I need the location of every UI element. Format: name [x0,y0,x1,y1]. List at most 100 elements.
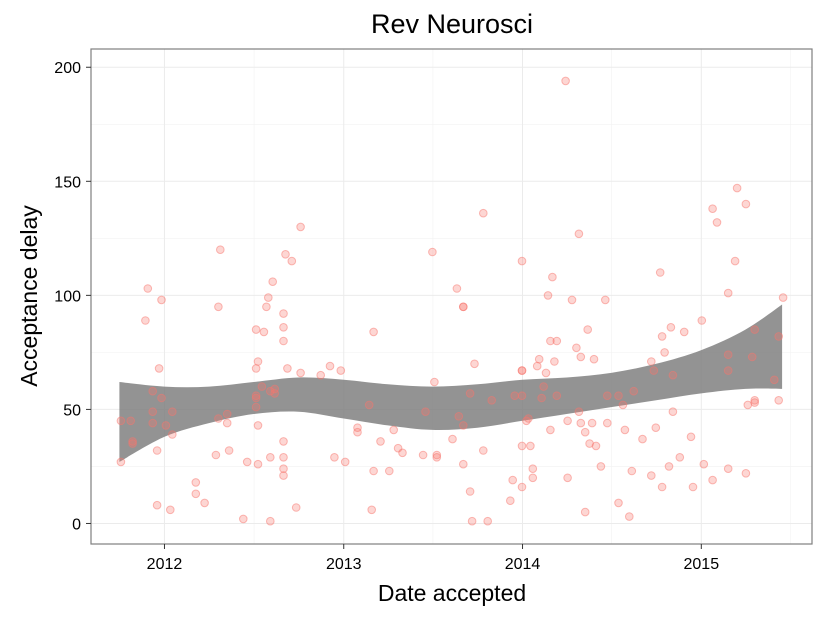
data-point [353,427,362,437]
data-point [459,459,468,469]
data-point [712,218,722,227]
data-point [614,391,623,401]
data-point [157,295,166,305]
data-point [747,352,757,362]
smooth-confidence-ribbon [119,304,783,462]
data-point [664,462,674,471]
data-point [239,514,248,524]
data-point [336,366,346,375]
data-point [561,76,570,86]
data-point [253,459,263,469]
data-point [583,325,593,334]
data-point [576,352,586,362]
data-point [224,446,234,455]
data-point [517,441,527,451]
data-point [266,386,275,396]
data-point [668,370,678,380]
data-point [517,366,527,375]
data-point [264,293,273,302]
data-point [548,272,557,282]
data-point [534,354,544,364]
data-point [257,382,267,391]
data-point [454,412,464,421]
x-tick-label: 2012 [147,556,183,573]
data-point [723,288,733,298]
data-point [574,229,584,239]
data-point [647,471,656,480]
data-point [563,473,572,483]
data-point [741,199,751,209]
data-point [448,434,457,444]
data-point [385,466,394,476]
data-point [216,245,225,254]
data-point [251,393,261,403]
data-point [262,302,271,312]
data-point [723,350,733,360]
data-point [154,364,164,373]
data-point [750,396,760,405]
data-point [576,418,586,428]
data-point [432,453,442,462]
data-point [541,368,551,378]
x-tick-label: 2015 [684,556,720,573]
plot-border [90,48,813,545]
y-tick-label: 150 [54,174,81,191]
data-point [479,446,488,455]
x-axis-title: Date accepted [378,580,526,606]
data-point [638,434,647,444]
data-point [580,507,590,517]
data-point [253,421,263,430]
data-point [723,464,733,474]
data-point [668,407,678,417]
data-point [675,453,685,462]
data-point [270,384,280,394]
data-point [251,364,261,373]
data-point [161,421,171,430]
data-point [508,475,518,485]
data-point [589,354,599,364]
data-point [537,393,546,403]
data-point [483,516,493,526]
data-point [279,309,288,318]
data-point [465,487,475,496]
grid-minor-lines [91,49,812,544]
data-point [708,475,717,485]
y-tick-label: 100 [54,288,81,305]
data-point [200,498,209,508]
data-point [279,464,288,474]
data-points [116,76,788,526]
data-point [649,366,659,375]
data-point [587,418,597,428]
data-point [168,407,177,417]
data-point [524,414,533,423]
data-point [697,316,707,325]
data-point [730,256,740,266]
data-point [732,183,742,193]
data-point [770,375,779,385]
data-point [741,469,751,478]
data-point [157,393,166,403]
data-point [708,204,717,213]
data-point [287,256,297,266]
data-point [369,327,378,337]
data-point [618,400,628,410]
data-point [526,441,535,451]
data-point [655,268,665,277]
data-point [552,391,562,401]
data-point [546,425,555,435]
data-point [330,453,339,462]
data-point [774,332,784,341]
data-point [774,396,784,405]
data-point [398,448,407,458]
y-axis-title: Acceptance delay [16,205,42,387]
data-point [364,400,374,410]
data-point [279,471,288,480]
data-point [465,389,475,398]
data-point [222,409,232,419]
data-point [296,222,305,232]
data-point [148,418,157,428]
data-point [251,402,261,412]
plot-panel [91,49,812,544]
data-point [467,516,477,526]
